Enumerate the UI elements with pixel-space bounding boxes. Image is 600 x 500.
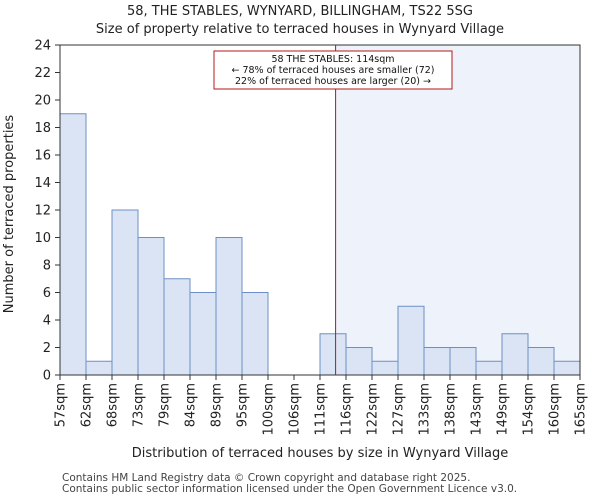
histogram-bar [85,360,113,376]
x-tick-label: 79sqm [158,383,173,427]
y-tick-label: 8 [43,259,51,274]
y-axis-label: Number of terraced properties [2,115,17,314]
histogram-bar [345,347,373,376]
histogram-bar [527,347,555,376]
histogram-bar [137,237,165,376]
x-tick-label: 84sqm [184,383,199,427]
histogram-bar [319,333,347,376]
histogram-bar [241,292,269,376]
annotation-box [213,50,453,90]
y-tick-label: 14 [34,176,51,191]
x-tick-label: 73sqm [132,383,147,427]
x-tick-label: 116sqm [340,383,355,436]
histogram-bar [397,305,425,376]
y-tick-label: 20 [34,94,51,109]
x-tick-label: 106sqm [288,383,303,436]
y-tick-label: 2 [43,341,51,356]
histogram-bar [475,360,503,376]
y-tick-label: 10 [34,231,51,246]
histogram-bar [501,333,529,376]
y-tick-label: 18 [34,121,51,136]
x-tick-label: 165sqm [574,383,589,436]
x-tick-label: 122sqm [366,383,381,436]
y-tick-label: 6 [43,286,51,301]
y-tick-label: 12 [34,204,51,219]
x-tick-label: 62sqm [80,383,95,427]
footer-copyright: Contains HM Land Registry data © Crown c… [62,472,471,484]
x-tick-label: 111sqm [314,383,329,436]
annotation-line: 58 THE STABLES: 114sqm [271,54,394,65]
histogram-bar [189,292,217,376]
histogram-bar [371,360,399,376]
histogram-bar [553,360,581,376]
histogram-bar [163,278,191,376]
histogram-bar [59,113,87,376]
x-tick-label: 138sqm [444,383,459,436]
chart-title: 58, THE STABLES, WYNYARD, BILLINGHAM, TS… [127,4,473,19]
y-tick-label: 24 [34,39,51,54]
histogram-bar [423,347,451,376]
histogram-bar [215,237,243,376]
x-tick-label: 143sqm [470,383,485,436]
x-tick-label: 133sqm [418,383,433,436]
x-tick-label: 154sqm [522,383,537,436]
x-tick-label: 95sqm [236,383,251,427]
chart-subtitle: Size of property relative to terraced ho… [95,22,505,37]
x-axis-label: Distribution of terraced houses by size … [132,446,509,461]
larger-region-shade [335,45,580,375]
x-tick-label: 127sqm [392,383,407,436]
annotation-line: ← 78% of terraced houses are smaller (72… [231,65,434,76]
x-tick-label: 68sqm [106,383,121,427]
y-tick-label: 4 [43,314,51,329]
x-tick-label: 149sqm [496,383,511,436]
x-tick-label: 160sqm [548,383,563,436]
x-tick-label: 89sqm [210,383,225,427]
y-tick-label: 22 [34,66,51,81]
footer-licence: Contains public sector information licen… [62,483,518,495]
x-tick-label: 100sqm [262,383,277,436]
histogram-bar [111,209,139,376]
annotation-line: 22% of terraced houses are larger (20) → [235,76,431,87]
y-tick-label: 0 [43,369,51,384]
y-tick-label: 16 [34,149,51,164]
histogram-bar [449,347,477,376]
x-tick-label: 57sqm [54,383,69,427]
